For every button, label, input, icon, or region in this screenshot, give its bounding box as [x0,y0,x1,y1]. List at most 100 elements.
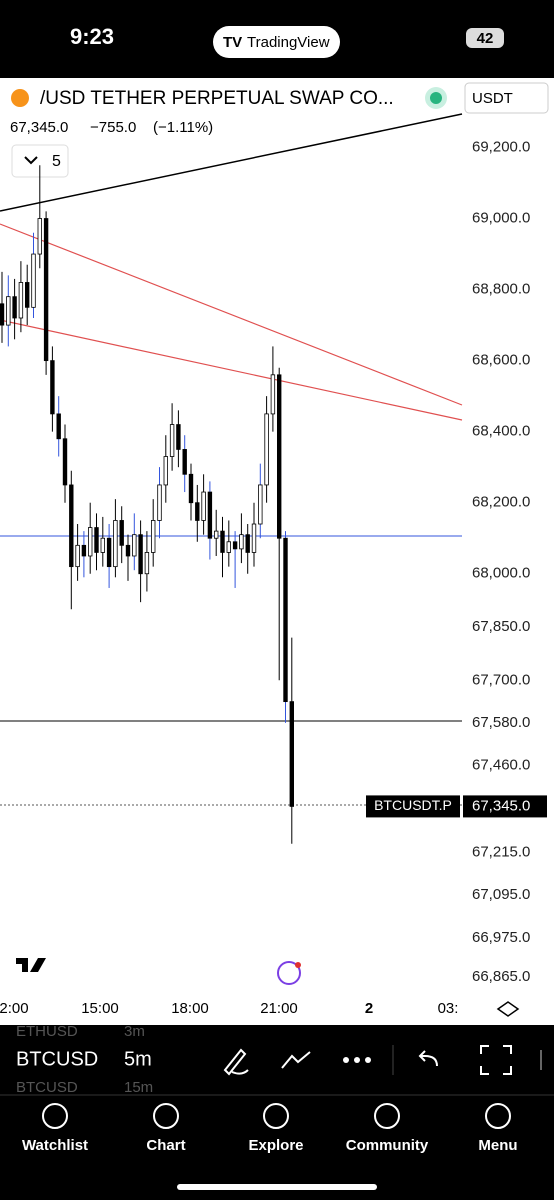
candle-body [245,534,250,553]
candle-body [169,424,175,457]
tab-icon [374,1103,400,1129]
candle-body [239,534,244,550]
candle-body [6,296,11,326]
y-tick-label: 68,200.0 [472,494,530,511]
tab-icon [153,1103,179,1129]
trendline [0,223,463,406]
candle-body [220,530,225,553]
x-tick-label: 21:00 [260,1000,298,1017]
candle-body [132,534,137,557]
x-tick-label: 18:00 [171,1000,209,1017]
symbol[interactable]: BTCUSD [16,1048,98,1070]
candle-body [157,484,162,521]
candle-body [144,552,150,575]
candle-body [81,544,87,557]
tab-icon [42,1103,68,1129]
candle-body [0,303,5,326]
price: 67,345.0 [10,119,68,136]
chevron [24,156,38,165]
y-tick-label: 68,400.0 [472,423,530,440]
candle-body [43,218,49,362]
y-tick-label: 67,580.0 [472,714,530,731]
y-tick-label: 67,095.0 [472,886,530,903]
plot [0,113,463,844]
candle-body [213,530,219,539]
candle-body [75,544,80,568]
candle-body [251,523,257,553]
candle-body [258,484,263,525]
candle-body [100,537,105,553]
x-tick-label: 2 [365,1000,373,1017]
candle-body [270,374,276,415]
candle-body [163,456,168,486]
tab-label[interactable]: Menu [478,1137,517,1154]
candle-body [56,413,61,440]
x-tick-label: 03: [438,1000,459,1017]
bottom-bars [0,1025,554,1200]
trend-icon[interactable] [281,1051,311,1069]
candle-body [150,520,156,553]
symbol[interactable]: BTCUSD [16,1079,78,1096]
candle-body [62,438,68,486]
x-tick-label: 15:00 [81,1000,119,1017]
y-tick-label: 67,215.0 [472,844,530,861]
candle-body [31,253,36,308]
candle-body [207,491,213,539]
y-tick-label: 68,600.0 [472,352,530,369]
tab-label[interactable]: Explore [248,1137,303,1154]
trendline [0,319,463,421]
btc-icon [11,89,29,107]
interval[interactable]: 15m [124,1079,153,1096]
y-tick-label: 67,700.0 [472,671,530,688]
clock: 9:23 [70,24,114,49]
tv-watermark [16,958,46,972]
currency-select[interactable] [464,82,549,114]
candle-body [50,360,55,415]
candle-body [201,491,206,521]
candle-body [69,484,74,568]
app-name: TradingView [247,34,330,51]
tab-label[interactable]: Watchlist [22,1137,88,1154]
candle-body [283,537,288,703]
change-pct: (−1.11%) [153,119,213,136]
status-dot-inner [430,92,442,104]
currency: USDT [472,90,513,107]
candle-body [289,701,294,807]
settings-icon[interactable] [496,1001,520,1017]
tab-label[interactable]: Community [346,1137,429,1154]
candle-body [125,544,131,557]
flash-icon[interactable] [277,961,301,985]
change: −755.0 [90,119,136,136]
candle-body [176,424,181,450]
symbol[interactable]: ETHUSD [16,1023,78,1040]
candle-body [12,296,17,319]
candle-body [94,527,99,553]
candle-body [264,413,269,486]
candle-body [138,534,143,575]
y-tick-label: 68,800.0 [472,281,530,298]
price-tag-symbol: BTCUSDT.P [374,797,452,813]
y-tick-label: 66,975.0 [472,929,530,946]
indicator-count: 5 [52,153,61,170]
candle-body [24,282,30,308]
badge [295,962,301,968]
y-tick-label: 67,460.0 [472,757,530,774]
interval[interactable]: 3m [124,1023,145,1040]
more-icon[interactable] [343,1057,371,1063]
tab-icon [485,1103,511,1129]
tab-label[interactable]: Chart [146,1137,185,1154]
y-tick-label: 68,000.0 [472,565,530,582]
interval[interactable]: 5m [124,1048,152,1070]
home-indicator [177,1184,377,1190]
app-pill [213,26,340,58]
undo-icon[interactable] [418,1050,438,1067]
symbol-title[interactable]: /USD TETHER PERPETUAL SWAP CO... [40,88,394,109]
fullscreen-icon[interactable] [480,1045,512,1075]
y-tick-label: 67,850.0 [472,618,530,635]
tab-icon [263,1103,289,1129]
draw-icon[interactable] [223,1048,249,1076]
candle-body [88,527,93,557]
y-tick-label: 69,000.0 [472,210,530,227]
price-tag [366,795,460,818]
